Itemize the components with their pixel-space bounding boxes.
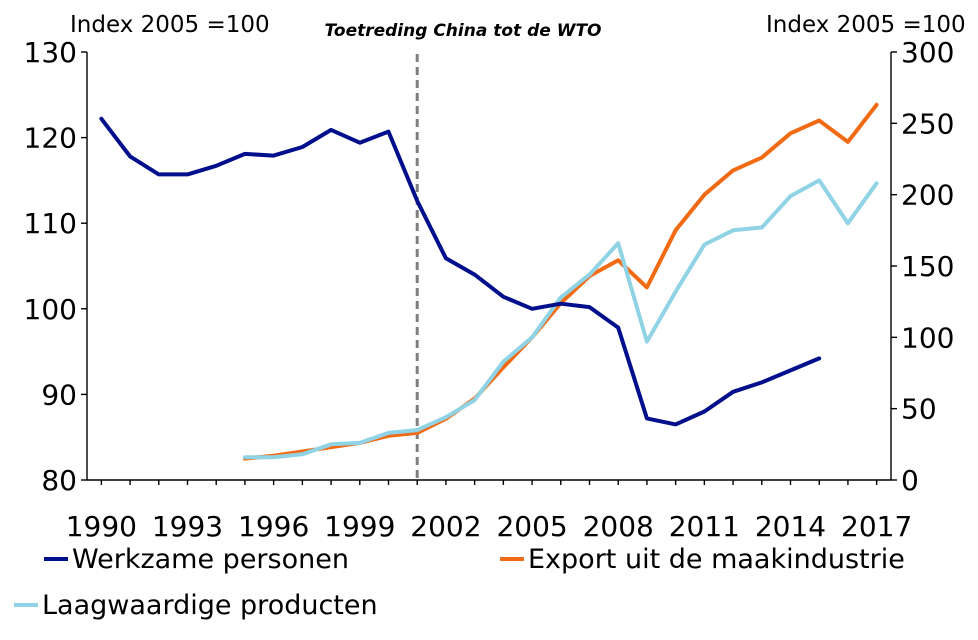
left-tick-label: 100 <box>24 293 77 326</box>
x-tick-label: 2011 <box>669 510 740 543</box>
x-tick-label: 1993 <box>152 510 223 543</box>
right-tick-label: 300 <box>901 36 954 69</box>
axes-group: 80 90 100 110 120 130 0 50 100 150 200 250 300 1990 19… <box>24 36 955 543</box>
x-tick-label: 2014 <box>755 510 826 543</box>
series-group <box>99 102 879 461</box>
x-tick-label: 2017 <box>841 510 912 543</box>
legend-label: Export uit de maakindustrie <box>528 544 905 575</box>
x-tick-label: 1990 <box>66 510 137 543</box>
legend-label: Laagwaardige producten <box>42 590 378 621</box>
x-tick-label: 1996 <box>238 510 309 543</box>
left-tick-label: 90 <box>41 378 77 411</box>
x-tick-label: 1999 <box>324 510 395 543</box>
x-tick-label: 2008 <box>583 510 654 543</box>
legend-label: Werkzame personen <box>72 544 349 575</box>
series-line-1 <box>242 102 879 461</box>
left-tick-label: 110 <box>24 207 77 240</box>
left-tick-label: 80 <box>41 464 77 497</box>
wto-annotation-label: Toetreding China tot de WTO <box>324 21 601 41</box>
left-tick-label: 130 <box>24 36 77 69</box>
legend-item-2: Laagwaardige producten <box>14 590 378 621</box>
right-tick-label: 150 <box>901 250 954 283</box>
right-tick-label: 250 <box>901 107 954 140</box>
x-tick-label: 2002 <box>410 510 481 543</box>
left-axis-label: Index 2005 =100 <box>70 12 270 38</box>
legend-item-0: Werkzame personen <box>44 544 349 575</box>
legend-item-1: Export uit de maakindustrie <box>500 544 905 575</box>
right-tick-label: 100 <box>901 321 954 354</box>
legend: Werkzame personen Export uit de maakindus… <box>14 544 905 621</box>
right-axis-label: Index 2005 =100 <box>766 12 966 38</box>
series-line-0 <box>99 116 822 427</box>
right-tick-label: 200 <box>901 179 954 212</box>
right-tick-label: 50 <box>901 393 937 426</box>
left-tick-label: 120 <box>24 122 77 155</box>
x-tick-label: 2005 <box>496 510 567 543</box>
right-tick-label: 0 <box>901 464 919 497</box>
series-line-2 <box>242 178 879 460</box>
